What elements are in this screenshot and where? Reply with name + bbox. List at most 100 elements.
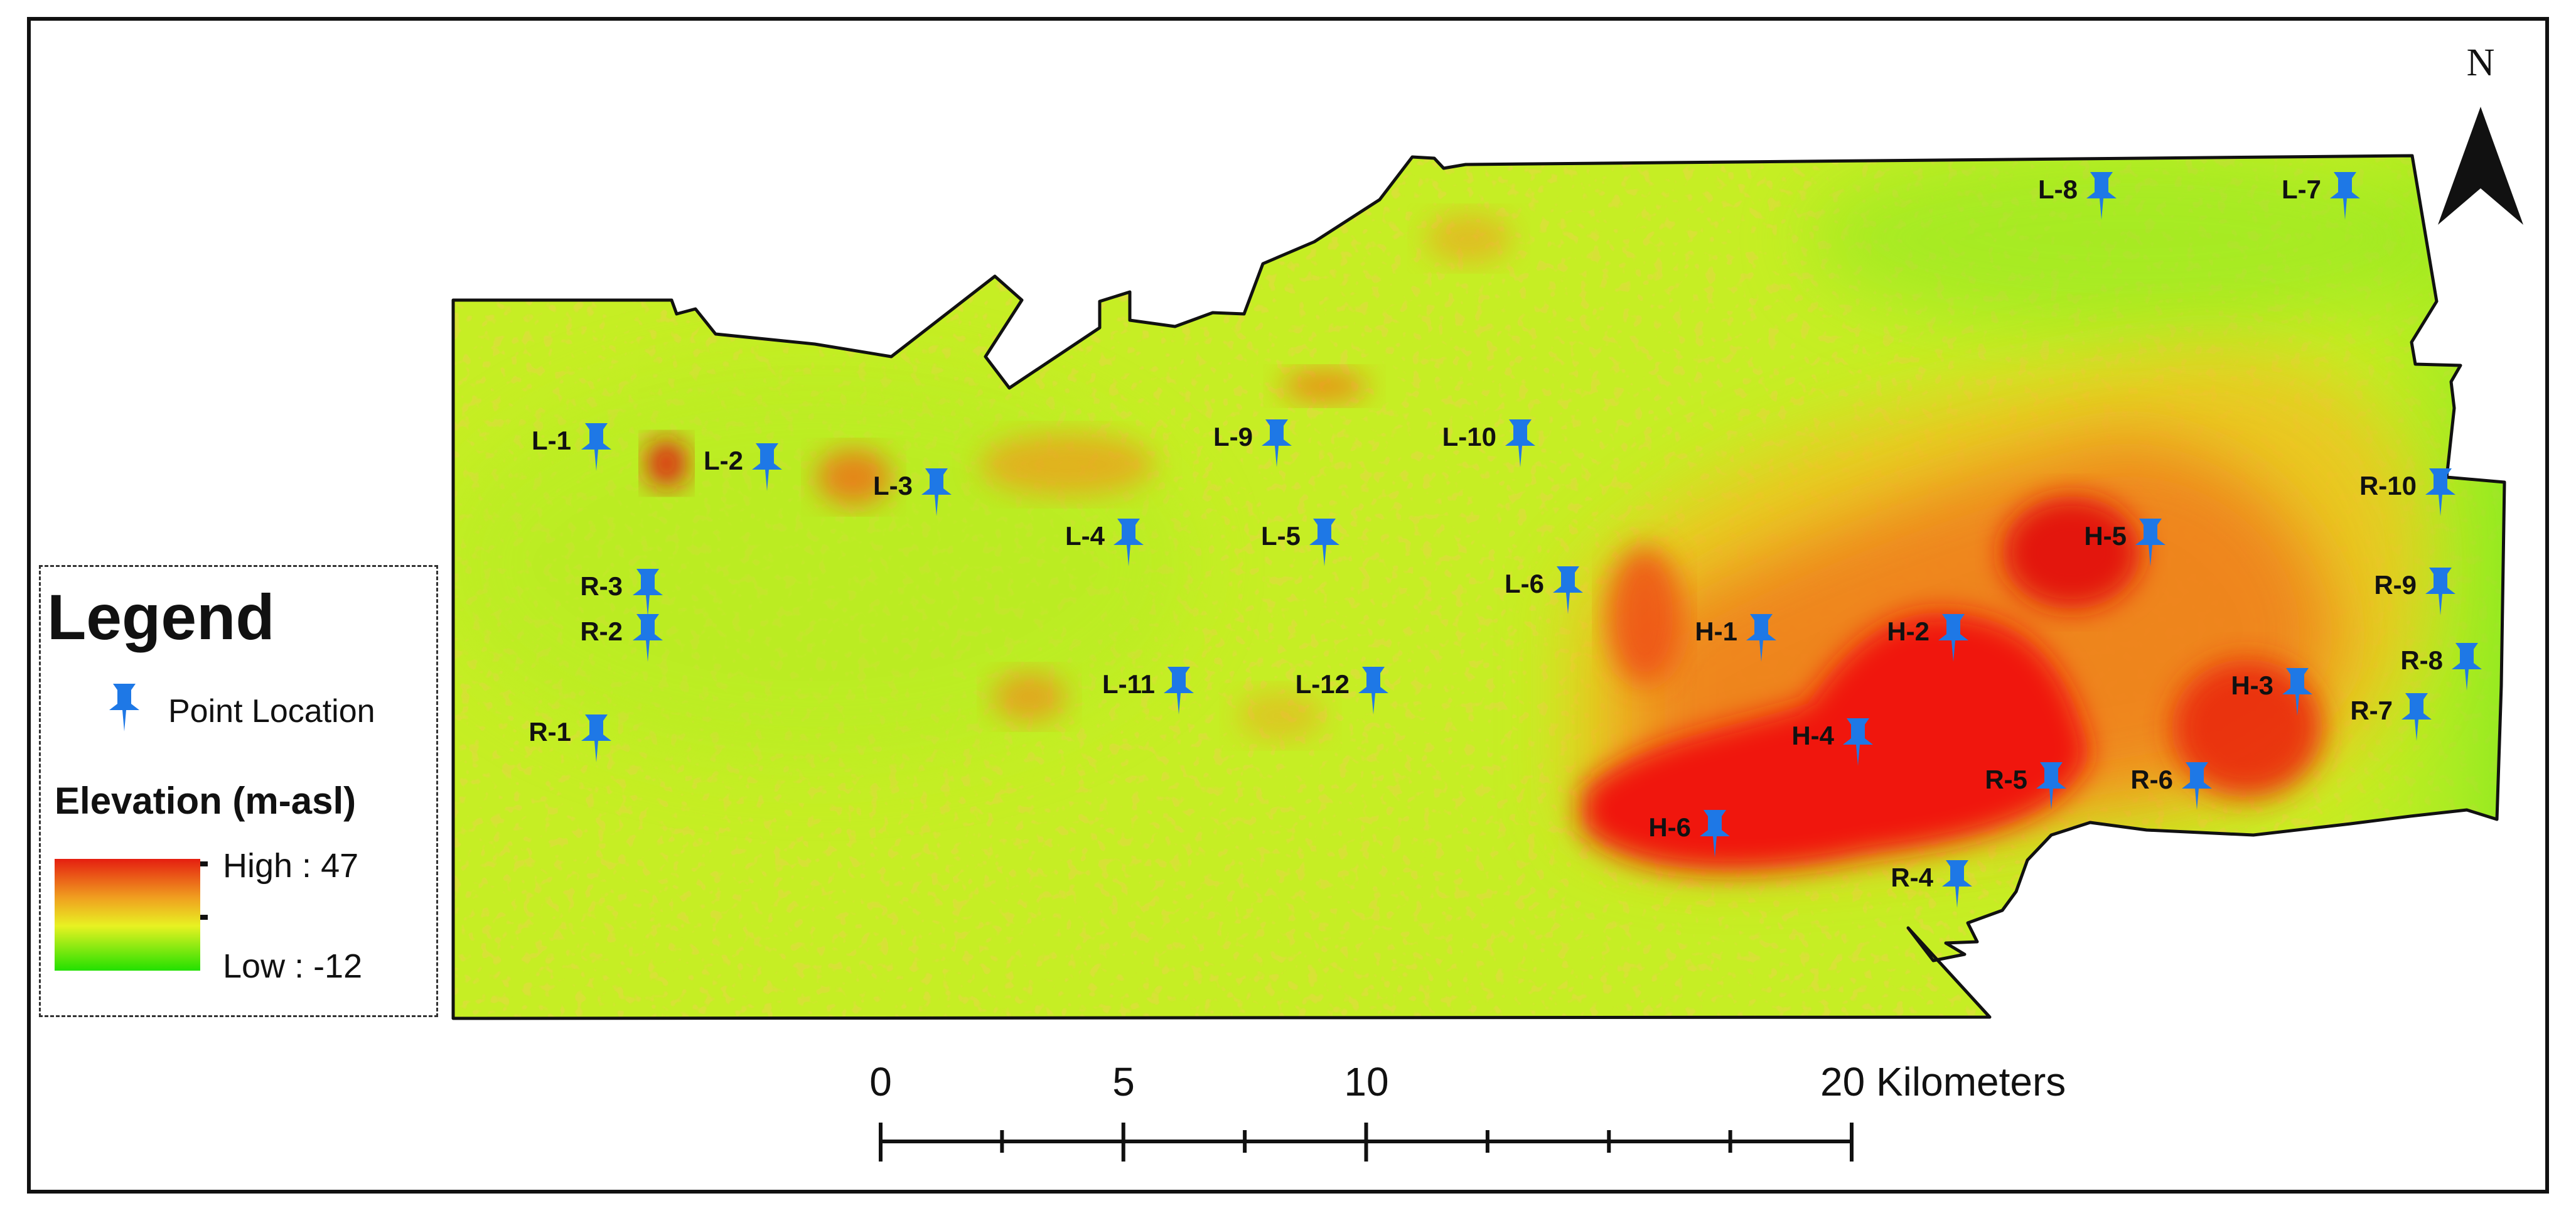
- pushpin-icon: [2086, 172, 2117, 220]
- point-marker: R-8: [2400, 643, 2482, 691]
- point-label: L-7: [2282, 175, 2321, 204]
- point-label: L-10: [1442, 422, 1496, 451]
- pushpin-icon: [2452, 643, 2482, 691]
- point-marker: L-3: [873, 468, 952, 516]
- point-marker: L-1: [532, 423, 611, 471]
- pushpin-icon: [2182, 762, 2212, 810]
- pushpin-icon: [1843, 718, 1873, 766]
- scale-label-0: 0: [869, 1059, 892, 1104]
- point-label: R-5: [1985, 765, 2027, 794]
- point-marker: H-3: [2231, 668, 2312, 716]
- legend-high-label: High : 47: [223, 847, 359, 885]
- pushpin-icon: [2425, 468, 2455, 516]
- point-marker: R-10: [2359, 468, 2455, 516]
- legend-elevation-title: Elevation (m-asl): [55, 780, 357, 822]
- point-label: R-8: [2400, 645, 2443, 675]
- point-marker: H-2: [1887, 614, 1968, 662]
- ramp-tick-mid: [200, 915, 208, 920]
- pushpin-icon: [1942, 860, 1972, 908]
- point-label: R-6: [2130, 765, 2173, 794]
- pushpin-icon: [633, 569, 663, 617]
- point-label: L-2: [704, 446, 743, 475]
- point-label: L-8: [2038, 175, 2078, 204]
- point-label: R-2: [580, 617, 623, 646]
- pushpin-icon: [1938, 614, 1968, 662]
- pushpin-icon: [633, 614, 663, 662]
- point-label: L-11: [1102, 669, 1155, 699]
- north-label: N: [2467, 41, 2495, 84]
- point-marker: L-5: [1261, 519, 1339, 566]
- pushpin-icon: [1309, 519, 1339, 566]
- pushpin-icon: [1358, 667, 1388, 714]
- north-arrow-icon: N: [2438, 41, 2523, 225]
- legend-title: Legend: [47, 581, 275, 653]
- point-marker: L-10: [1442, 419, 1535, 467]
- point-marker: R-6: [2130, 762, 2212, 810]
- pushpin-icon: [2425, 568, 2455, 615]
- point-label: H-6: [1648, 812, 1691, 842]
- point-label: L-5: [1261, 521, 1301, 551]
- point-marker: L-7: [2282, 172, 2360, 220]
- point-marker: H-6: [1648, 810, 1730, 858]
- point-label: R-4: [1891, 863, 1933, 892]
- point-marker: L-9: [1213, 419, 1292, 467]
- legend-point-label: Point Location: [168, 693, 375, 730]
- point-label: R-3: [580, 571, 623, 601]
- pushpin-icon: [1505, 419, 1535, 467]
- map-frame: [27, 17, 2549, 1194]
- point-marker: H-1: [1695, 614, 1776, 662]
- point-marker: R-9: [2374, 568, 2455, 615]
- point-markers: L-1 L-2 L-3 L-4 L-5 L-6 L-7 L-8 L-9 L-10 L-11 L-12 R…: [529, 172, 2482, 908]
- pushpin-icon: [2402, 693, 2432, 741]
- pushpin-icon: [2135, 519, 2165, 566]
- legend-low-label: Low : -12: [223, 947, 363, 985]
- point-marker: L-4: [1065, 519, 1144, 566]
- elevation-color-ramp: [55, 859, 200, 971]
- point-marker: L-12: [1296, 667, 1388, 714]
- point-marker: R-1: [529, 714, 611, 762]
- point-label: L-1: [532, 426, 571, 455]
- pushpin-icon: [921, 468, 952, 516]
- point-marker: L-11: [1102, 667, 1194, 714]
- point-label: H-5: [2084, 521, 2127, 551]
- point-label: R-9: [2374, 570, 2417, 600]
- scale-label-10: 10: [1344, 1059, 1388, 1104]
- pushpin-icon: [2036, 762, 2066, 810]
- point-label: R-7: [2350, 696, 2393, 725]
- pushpin-icon: [109, 684, 139, 731]
- point-label: L-4: [1065, 521, 1105, 551]
- pushpin-icon: [1262, 419, 1292, 467]
- point-label: H-4: [1791, 721, 1834, 750]
- pushpin-icon: [2282, 668, 2312, 716]
- pushpin-icon: [1114, 519, 1144, 566]
- point-marker: L-6: [1505, 566, 1583, 614]
- pushpin-icon: [752, 443, 782, 491]
- point-marker: R-3: [580, 569, 663, 617]
- point-marker: R-5: [1985, 762, 2066, 810]
- pushpin-icon: [1164, 667, 1194, 714]
- pushpin-icon: [1700, 810, 1730, 858]
- point-marker: H-5: [2084, 519, 2165, 566]
- point-label: L-9: [1213, 422, 1253, 451]
- pushpin-icon: [1553, 566, 1583, 614]
- point-label: H-1: [1695, 617, 1737, 646]
- point-label: L-12: [1296, 669, 1350, 699]
- scale-label-20: 20 Kilometers: [1820, 1059, 2066, 1104]
- point-marker: R-7: [2350, 693, 2432, 741]
- point-marker: R-4: [1891, 860, 1972, 908]
- point-marker: L-8: [2038, 172, 2117, 220]
- point-label: R-1: [529, 717, 571, 747]
- point-label: L-3: [873, 471, 913, 500]
- pushpin-icon: [2330, 172, 2360, 220]
- point-marker: R-2: [580, 614, 663, 662]
- elevation-raster: [453, 156, 2504, 1018]
- legend: Legend Point Location Elevation (m-asl) …: [39, 565, 438, 1017]
- point-label: R-10: [2359, 471, 2417, 500]
- pushpin-icon: [581, 423, 611, 471]
- scale-bar: 0 5 10 20 Kilometers: [869, 1059, 2066, 1162]
- pushpin-icon: [1746, 614, 1776, 662]
- point-label: L-6: [1505, 569, 1544, 598]
- pushpin-icon: [581, 714, 611, 762]
- study-area-boundary: [451, 154, 2506, 1020]
